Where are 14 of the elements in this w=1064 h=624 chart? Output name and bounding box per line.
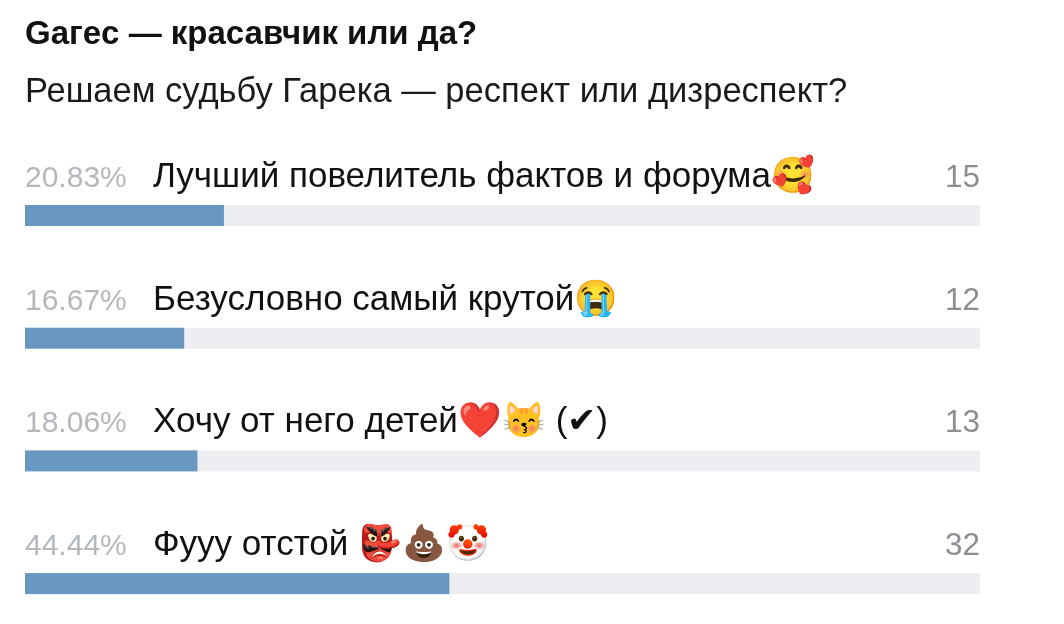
category: Фууу отстой 👺💩🤡 <box>153 523 491 563</box>
annotation: 13 <box>944 403 980 440</box>
annotation: 12 <box>944 280 980 317</box>
category: Лучший повелитель фактов и форума🥰 <box>153 155 815 194</box>
value-label: 20.83% <box>25 160 127 193</box>
title: Gaгec — красавчик или да? <box>25 14 478 51</box>
annotation: 15 <box>944 158 980 194</box>
value-label: 16.67% <box>25 282 127 316</box>
subtitle: Решаем судьбу Гарека — респект или дизреспект? <box>25 71 848 109</box>
value-label: 44.44% <box>25 528 127 562</box>
category: Хочу от него детей❤😽 (✔) <box>153 400 608 440</box>
category: Безусловно самый крутой😭 <box>153 277 619 317</box>
annotation: 32 <box>944 526 980 563</box>
value-label: 18.06% <box>25 405 127 439</box>
